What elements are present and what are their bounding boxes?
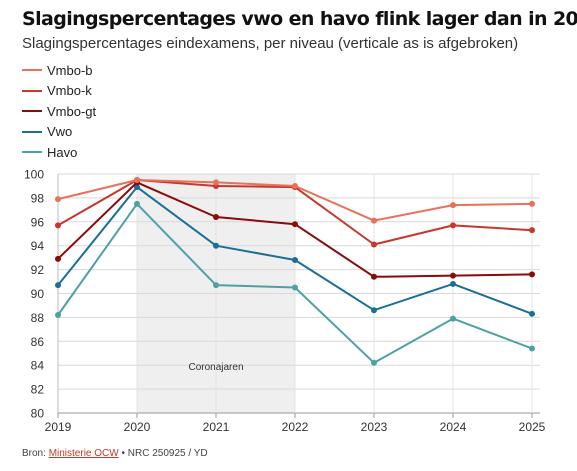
data-point-vmbo-gt-2021 bbox=[213, 214, 219, 221]
data-point-havo-2021 bbox=[213, 282, 219, 289]
y-tick-label-92: 92 bbox=[31, 263, 45, 277]
data-point-vwo-2020 bbox=[134, 184, 140, 191]
data-point-vmbo-gt-2019 bbox=[55, 255, 61, 262]
data-point-havo-2019 bbox=[55, 312, 61, 319]
source-suffix: • NRC 250925 / YD bbox=[118, 448, 208, 459]
y-tick-label-100: 100 bbox=[24, 168, 44, 182]
data-point-vwo-2024 bbox=[450, 280, 456, 287]
source-note: Bron: Ministerie OCW • NRC 250925 / YD bbox=[22, 448, 208, 459]
chart-title: Slagingspercentages vwo en havo flink la… bbox=[22, 8, 577, 30]
y-tick-label-96: 96 bbox=[31, 215, 45, 229]
legend-swatch-havo bbox=[22, 151, 42, 154]
data-point-vmbo-k-2019 bbox=[55, 222, 61, 229]
legend-swatch-vmbo-gt bbox=[22, 110, 42, 113]
y-tick-label-86: 86 bbox=[31, 335, 45, 349]
legend: Vmbo-b Vmbo-k Vmbo-gt Vwo Havo bbox=[22, 60, 96, 163]
data-point-vmbo-b-2021 bbox=[213, 179, 219, 186]
legend-item-vmbo-gt: Vmbo-gt bbox=[22, 101, 96, 122]
x-tick-label-2021: 2021 bbox=[203, 420, 230, 434]
data-point-vmbo-b-2023 bbox=[371, 217, 377, 224]
data-point-vmbo-b-2022 bbox=[292, 182, 298, 189]
data-point-vmbo-gt-2024 bbox=[450, 272, 456, 279]
y-tick-label-90: 90 bbox=[31, 287, 45, 301]
y-tick-label-88: 88 bbox=[31, 311, 45, 325]
legend-label-vmbo-k: Vmbo-k bbox=[47, 83, 92, 99]
legend-swatch-vwo bbox=[22, 130, 42, 133]
data-point-havo-2023 bbox=[371, 359, 377, 366]
legend-item-havo: Havo bbox=[22, 142, 96, 163]
legend-item-vmbo-b: Vmbo-b bbox=[22, 60, 96, 81]
data-point-vmbo-b-2024 bbox=[450, 202, 456, 209]
x-tick-label-2020: 2020 bbox=[124, 420, 151, 434]
x-tick-label-2022: 2022 bbox=[282, 420, 309, 434]
data-point-havo-2025 bbox=[529, 345, 535, 352]
legend-label-vmbo-gt: Vmbo-gt bbox=[47, 103, 97, 119]
data-point-vwo-2023 bbox=[371, 307, 377, 314]
legend-item-vwo: Vwo bbox=[22, 122, 96, 143]
y-tick-label-94: 94 bbox=[31, 239, 45, 253]
data-point-vwo-2022 bbox=[292, 257, 298, 264]
data-point-vwo-2021 bbox=[213, 242, 219, 249]
data-point-havo-2024 bbox=[450, 315, 456, 322]
legend-swatch-vmbo-k bbox=[22, 89, 42, 92]
data-point-vmbo-k-2023 bbox=[371, 241, 377, 248]
y-tick-label-98: 98 bbox=[31, 191, 45, 205]
data-point-vmbo-gt-2023 bbox=[371, 273, 377, 280]
data-point-vmbo-b-2025 bbox=[529, 200, 535, 207]
source-prefix: Bron: bbox=[22, 448, 49, 459]
data-point-vmbo-k-2024 bbox=[450, 222, 456, 229]
legend-label-havo: Havo bbox=[47, 144, 78, 160]
data-point-havo-2022 bbox=[292, 284, 298, 291]
chart-subtitle: Slagingspercentages eindexamens, per niv… bbox=[22, 35, 519, 52]
shaded-region-label: Coronajaren bbox=[188, 362, 243, 373]
y-tick-label-82: 82 bbox=[31, 383, 45, 397]
data-point-vmbo-gt-2022 bbox=[292, 221, 298, 228]
data-point-vwo-2019 bbox=[55, 282, 61, 289]
source-link[interactable]: Ministerie OCW bbox=[48, 448, 119, 459]
data-point-vmbo-gt-2025 bbox=[529, 271, 535, 278]
y-tick-label-80: 80 bbox=[31, 407, 45, 421]
legend-label-vmbo-b: Vmbo-b bbox=[47, 62, 93, 78]
y-tick-label-84: 84 bbox=[31, 359, 45, 373]
data-point-vwo-2025 bbox=[529, 310, 535, 317]
legend-label-vwo: Vwo bbox=[47, 124, 73, 140]
x-tick-label-2019: 2019 bbox=[45, 420, 72, 434]
x-tick-label-2025: 2025 bbox=[519, 420, 546, 434]
data-point-vmbo-k-2025 bbox=[529, 227, 535, 234]
data-point-vmbo-b-2020 bbox=[134, 176, 140, 183]
x-tick-label-2023: 2023 bbox=[361, 420, 388, 434]
legend-item-vmbo-k: Vmbo-k bbox=[22, 81, 96, 102]
x-tick-label-2024: 2024 bbox=[440, 420, 467, 434]
legend-swatch-vmbo-b bbox=[22, 69, 42, 72]
data-point-havo-2020 bbox=[134, 200, 140, 207]
data-point-vmbo-b-2019 bbox=[55, 196, 61, 203]
